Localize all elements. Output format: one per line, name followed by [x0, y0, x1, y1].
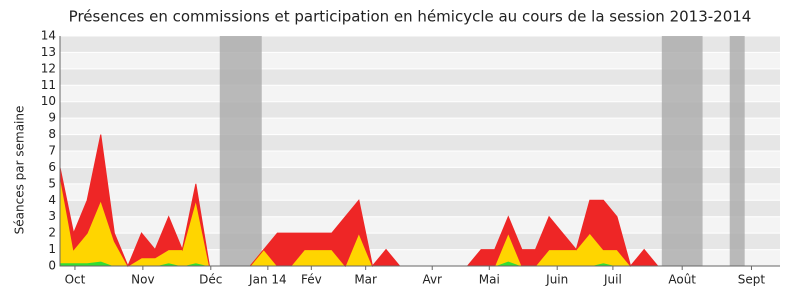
- x-tick-label: Déc: [199, 273, 222, 287]
- y-tick-label: 14: [41, 29, 56, 43]
- y-tick-label: 13: [41, 45, 56, 59]
- x-tick-label: Août: [668, 273, 696, 287]
- shaded-range: [661, 36, 703, 266]
- shaded-range: [219, 36, 262, 266]
- x-tick-label: Sept: [738, 273, 766, 287]
- y-tick-label: 6: [48, 160, 56, 174]
- x-tick-label: Juin: [545, 273, 568, 287]
- x-tick-label: Mar: [354, 273, 377, 287]
- x-tick-label: Jan 14: [248, 273, 287, 287]
- y-tick-label: 2: [48, 226, 56, 240]
- shaded-range: [729, 36, 745, 266]
- y-tick-label: 4: [48, 193, 56, 207]
- x-tick-label: Juil: [603, 273, 622, 287]
- y-tick-label: 8: [48, 127, 56, 141]
- x-tick-label: Nov: [131, 273, 154, 287]
- x-tick-label: Mai: [479, 273, 500, 287]
- y-tick-label: 7: [48, 144, 56, 158]
- x-tick-label: Avr: [422, 273, 442, 287]
- y-tick-label: 0: [48, 259, 56, 273]
- y-tick-label: 1: [48, 242, 56, 256]
- y-tick-label: 9: [48, 111, 56, 125]
- y-tick-label: 3: [48, 209, 56, 223]
- y-axis-label: Séances par semaine: [13, 106, 27, 235]
- chart-title: Présences en commissions et participatio…: [69, 8, 752, 26]
- y-tick-label: 11: [41, 78, 56, 92]
- y-tick-label: 5: [48, 176, 56, 190]
- x-tick-label: Fév: [301, 273, 322, 287]
- y-tick-label: 12: [41, 61, 56, 75]
- x-tick-label: Oct: [65, 273, 86, 287]
- y-tick-label: 10: [41, 94, 56, 108]
